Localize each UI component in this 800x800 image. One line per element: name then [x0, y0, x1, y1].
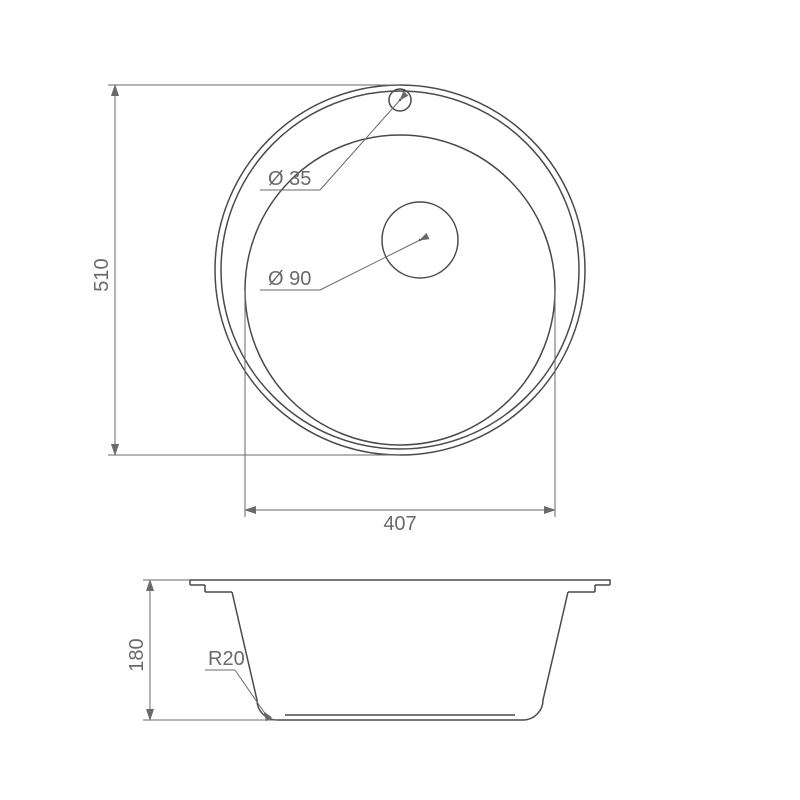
leader-drain: Ø 90 — [260, 240, 420, 290]
depth-label: 180 — [126, 638, 148, 671]
dim-depth-180: 180 — [126, 580, 277, 720]
width-label: 407 — [383, 513, 416, 535]
tap-hole-dim-label: Ø 35 — [268, 168, 311, 190]
top-view: Ø 35 Ø 90 — [215, 85, 585, 455]
technical-drawing: Ø 35 Ø 90 510 407 — [0, 0, 800, 800]
height-label: 510 — [91, 258, 113, 291]
corner-radius-label: R20 — [208, 648, 245, 670]
leader-r20: R20 — [205, 648, 264, 712]
drain-dim-label: Ø 90 — [268, 268, 311, 290]
leader-tap-hole: Ø 35 — [260, 100, 400, 190]
side-view — [190, 580, 610, 720]
